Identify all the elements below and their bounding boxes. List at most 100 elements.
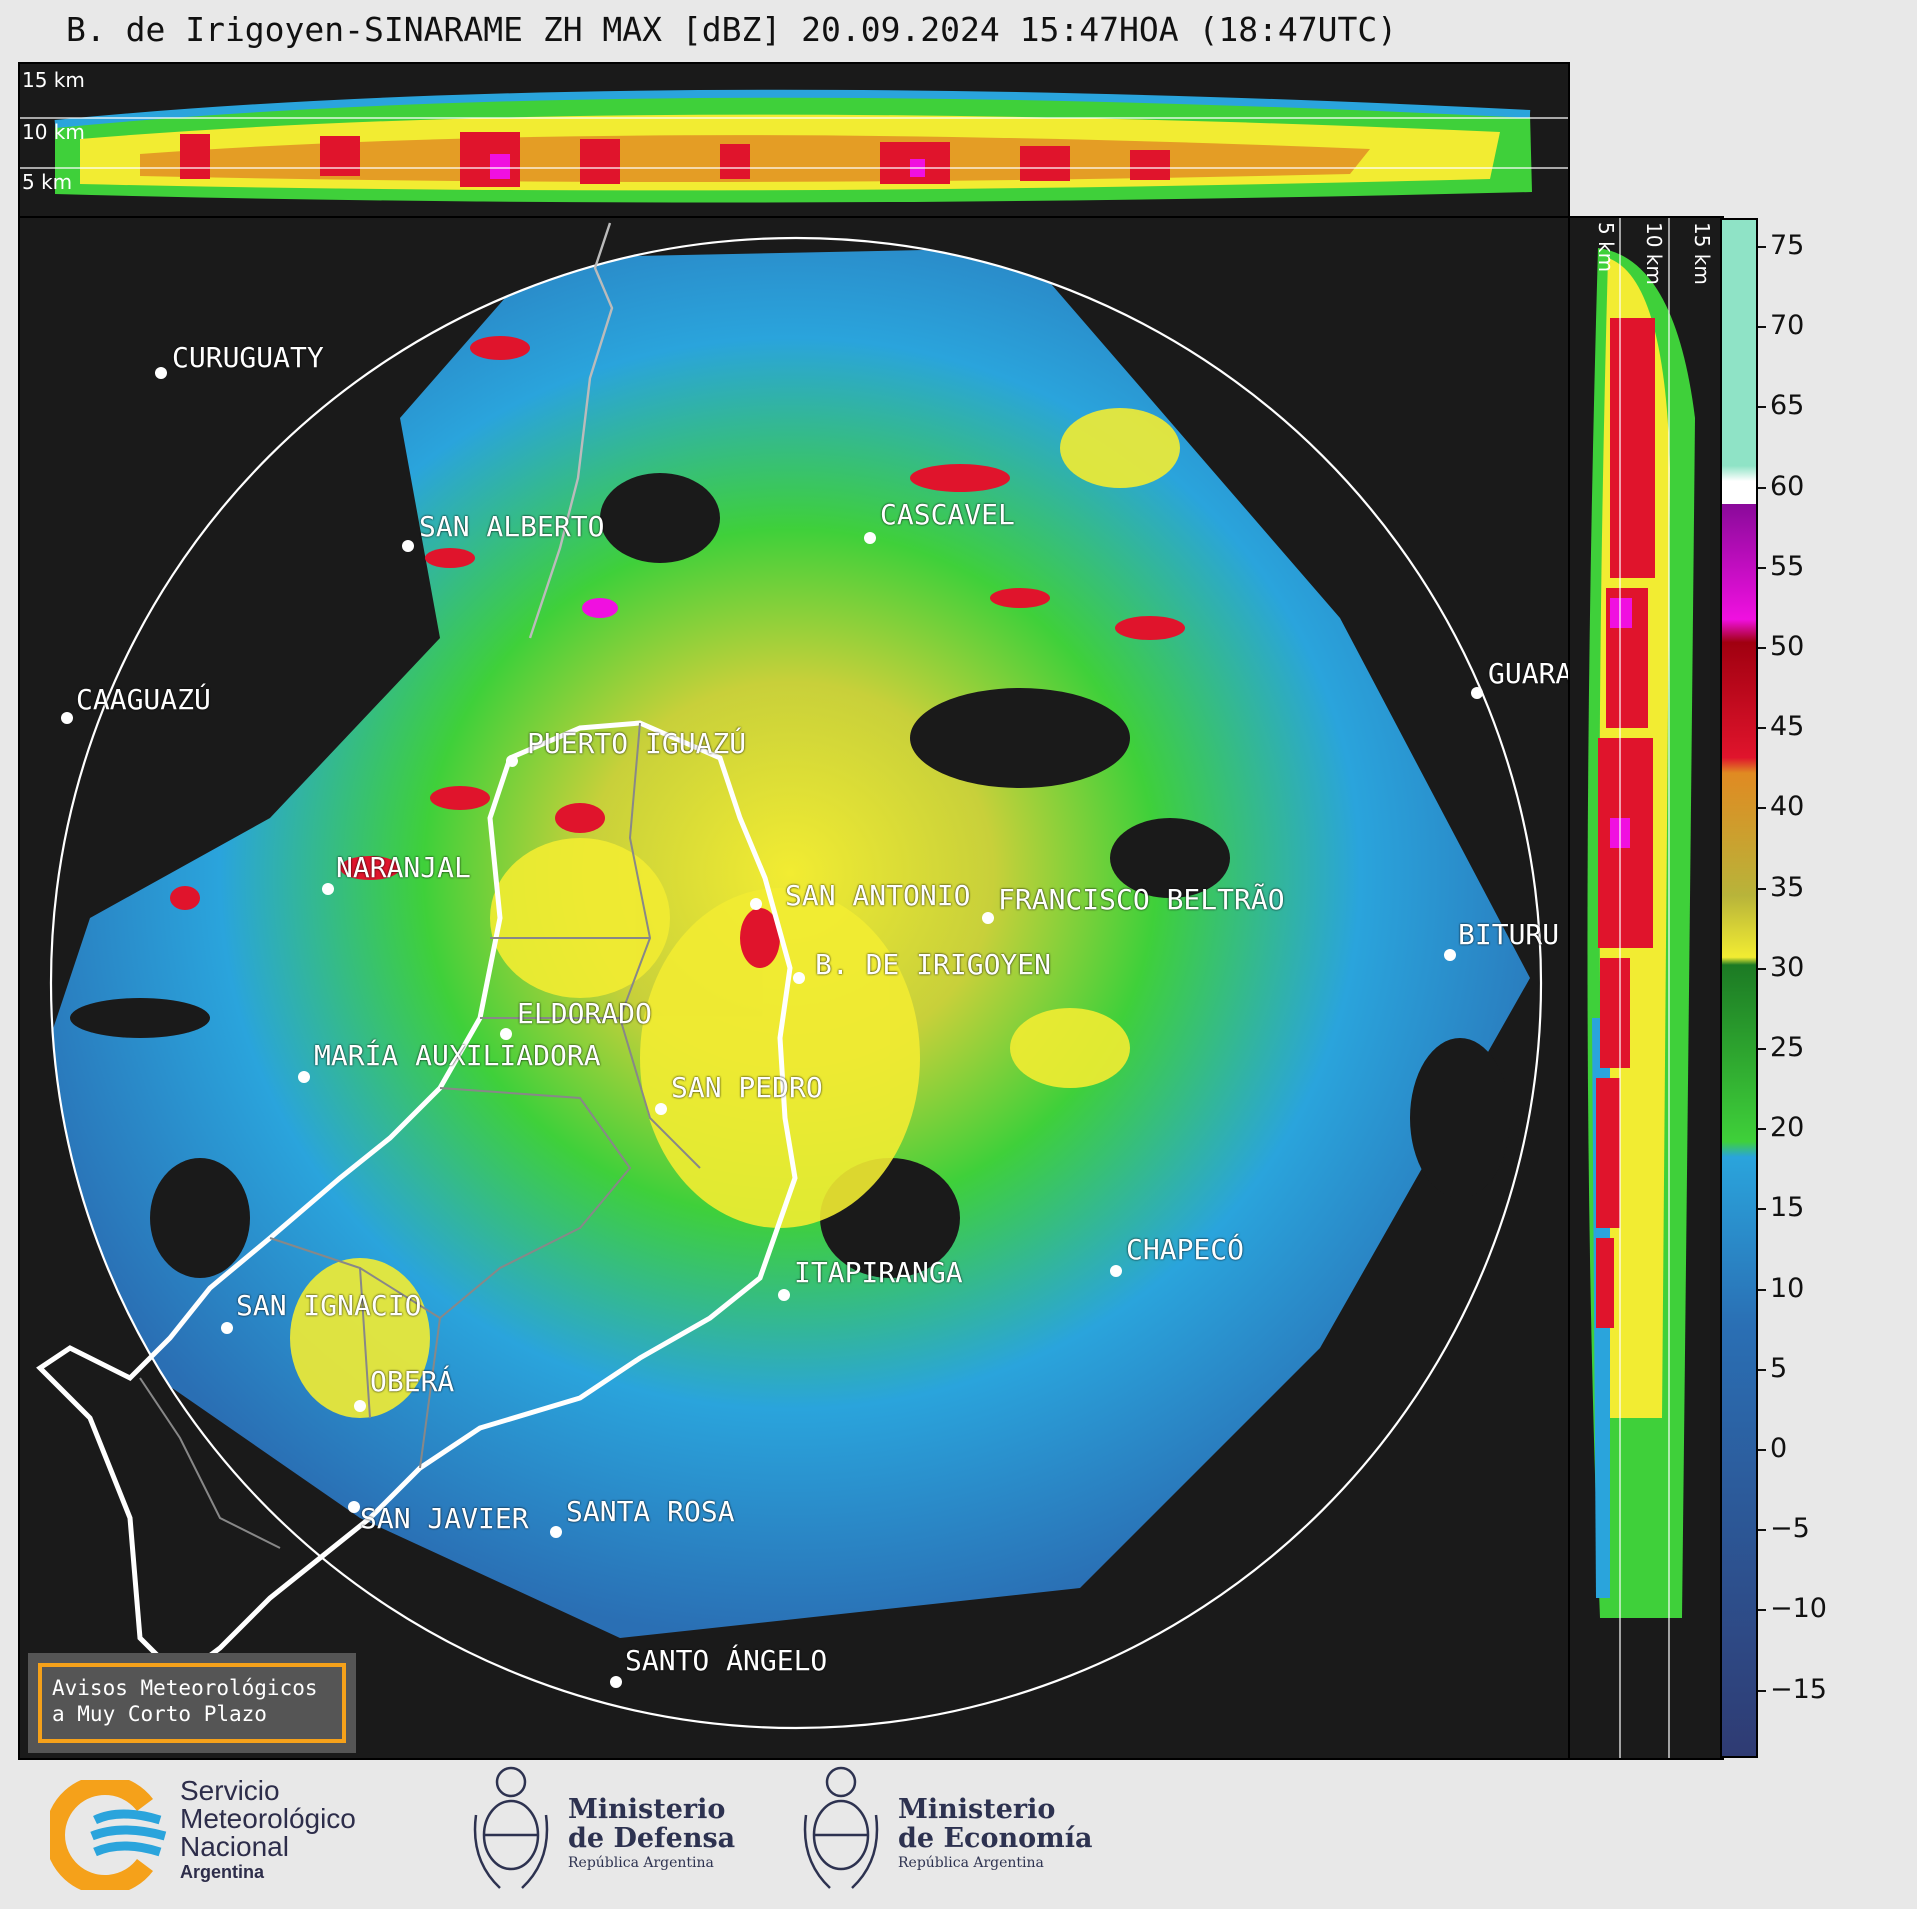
colorbar-tick-label: 0 xyxy=(1770,1433,1788,1464)
colorbar-tick xyxy=(1758,1208,1766,1211)
colorbar-tick xyxy=(1758,406,1766,409)
city-dot-bituru xyxy=(1444,949,1456,961)
colorbar-tick xyxy=(1758,727,1766,730)
height-label-15km-vertical: 15 km xyxy=(1690,222,1714,285)
colorbar-tick-label: 25 xyxy=(1770,1032,1805,1063)
radar-site-label: B. DE IRIGOYEN xyxy=(815,948,1052,981)
city-label-chapeco: CHAPECÓ xyxy=(1126,1233,1245,1266)
colorbar-tick-label: 40 xyxy=(1770,791,1805,823)
colorbar-tick xyxy=(1758,1288,1766,1291)
warning-box[interactable]: Avisos Meteorológicos a Muy Corto Plazo xyxy=(28,1653,356,1753)
city-dot-san-alberto xyxy=(402,540,414,552)
top-profile-graphic xyxy=(20,89,1568,203)
city-label-curuguaty: CURUGUATY xyxy=(172,341,324,374)
city-label-san-alberto: SAN ALBERTO xyxy=(419,510,605,543)
colorbar-tick-label: 75 xyxy=(1770,230,1805,261)
colorbar-tick-label: 50 xyxy=(1770,631,1805,662)
colorbar-tick-label: −15 xyxy=(1770,1673,1827,1705)
city-label-maria-auxiliadora: MARÍA AUXILIADORA xyxy=(314,1039,601,1072)
smn-line4: Argentina xyxy=(180,1862,265,1882)
ministerio-economia-logo: Ministerio de Economía República Argenti… xyxy=(898,1795,1092,1873)
city-dot-san-antonio xyxy=(750,898,762,910)
city-label-obera: OBERÁ xyxy=(370,1365,455,1398)
city-label-san-javier: SAN JAVIER xyxy=(360,1502,529,1535)
city-dot-maria-auxiliadora xyxy=(298,1071,310,1083)
city-label-cascavel: CASCAVEL xyxy=(880,498,1015,531)
city-dot-puerto-iguazu xyxy=(506,755,518,767)
warning-box-line2: a Muy Corto Plazo xyxy=(52,1702,267,1726)
radar-map-panel: CURUGUATY SAN ALBERTO CASCAVEL CAAGUAZÚ … xyxy=(18,216,1570,1760)
colorbar-tick xyxy=(1758,967,1766,970)
city-dot-santa-rosa xyxy=(550,1526,562,1538)
colorbar-tick-label: 60 xyxy=(1770,470,1805,502)
smn-line3: Nacional xyxy=(180,1831,289,1862)
colorbar-tick xyxy=(1758,1048,1766,1050)
colorbar-tick xyxy=(1758,887,1766,890)
height-label-5km: 5 km xyxy=(22,170,73,194)
city-dot-chapeco xyxy=(1110,1265,1122,1277)
colorbar-tick-label: 30 xyxy=(1770,951,1805,983)
city-dot-curuguaty xyxy=(155,367,167,379)
economia-line2: de Economía xyxy=(898,1823,1093,1854)
city-label-bituru: BITURU xyxy=(1458,918,1560,951)
north-south-profile-panel: 15 km 10 km 5 km xyxy=(18,62,1570,218)
smn-logo-icon xyxy=(50,1780,167,1890)
economia-line3: República Argentina xyxy=(898,1855,1044,1871)
city-label-san-pedro: SAN PEDRO xyxy=(671,1071,823,1104)
defensa-line1: Ministerio xyxy=(568,1794,726,1825)
defensa-line2: de Defensa xyxy=(568,1823,736,1854)
coat-of-arms-economia-icon xyxy=(803,1766,879,1889)
colorbar-tick xyxy=(1758,246,1766,248)
colorbar-tick-label: 70 xyxy=(1770,310,1805,342)
parana-river-border xyxy=(36,757,513,1680)
colorbar-tick xyxy=(1758,1449,1766,1451)
city-dot-naranjal xyxy=(322,883,334,895)
reflectivity-echo-layer xyxy=(51,248,1530,1638)
colorbar-tick xyxy=(1758,647,1766,649)
colorbar-tick xyxy=(1758,326,1766,329)
map-title: B. de Irigoyen-SINARAME ZH MAX [dBZ] 20.… xyxy=(66,10,1398,49)
colorbar-tick xyxy=(1758,1529,1766,1532)
east-west-profile-panel: 5 km 10 km 15 km xyxy=(1568,216,1724,1760)
reflectivity-colorbar xyxy=(1720,218,1758,1758)
colorbar-tick xyxy=(1758,1128,1766,1131)
coat-of-arms-defensa-icon xyxy=(473,1766,549,1889)
colorbar-tick-label: −5 xyxy=(1770,1513,1810,1545)
colorbar-tick xyxy=(1758,1689,1766,1692)
radar-reflectivity-map xyxy=(36,222,1543,1730)
smn-line2: Meteorológico xyxy=(180,1803,356,1834)
height-label-10km: 10 km xyxy=(22,120,85,144)
height-label-15km: 15 km xyxy=(22,68,85,92)
right-profile-graphic xyxy=(1587,218,1695,1758)
city-label-eldorado: ELDORADO xyxy=(517,997,652,1030)
colorbar-tick xyxy=(1758,486,1766,489)
city-dot-cascavel xyxy=(864,532,876,544)
misiones-east-border xyxy=(178,720,798,1680)
city-label-santo-angelo: SANTO ÁNGELO xyxy=(625,1644,828,1677)
defensa-line3: República Argentina xyxy=(568,1855,714,1871)
colorbar-tick-label: 10 xyxy=(1770,1272,1805,1304)
city-dot-caaguazu xyxy=(61,712,73,724)
colorbar-tick xyxy=(1758,566,1766,569)
paraguay-brazil-border xyxy=(528,222,614,639)
colorbar-tick xyxy=(1758,807,1766,810)
smn-line1: Servicio xyxy=(180,1775,280,1806)
city-label-puerto-iguazu: PUERTO IGUAZÚ xyxy=(527,727,747,760)
radar-range-ring xyxy=(49,236,1543,1730)
colorbar-tick-label: 55 xyxy=(1770,550,1805,582)
colorbar-tick-label: −10 xyxy=(1770,1593,1827,1625)
city-label-itapiranga: ITAPIRANGA xyxy=(794,1256,963,1289)
height-label-10km-vertical: 10 km xyxy=(1642,222,1666,285)
city-dot-santo-angelo xyxy=(610,1676,622,1688)
colorbar-tick-label: 45 xyxy=(1770,711,1805,743)
city-label-caaguazu: CAAGUAZÚ xyxy=(76,683,211,716)
city-dot-san-pedro xyxy=(655,1103,667,1115)
city-dot-francisco-beltrao xyxy=(982,912,994,924)
colorbar-tick xyxy=(1758,1368,1766,1371)
height-label-5km-vertical: 5 km xyxy=(1594,222,1618,273)
city-dot-itapiranga xyxy=(778,1289,790,1301)
smn-logo-text: Servicio Meteorológico Nacional Argentin… xyxy=(180,1777,356,1883)
city-dot-san-javier xyxy=(348,1501,360,1513)
colorbar-tick-label: 35 xyxy=(1770,871,1805,903)
city-label-san-ignacio: SAN IGNACIO xyxy=(236,1289,422,1322)
